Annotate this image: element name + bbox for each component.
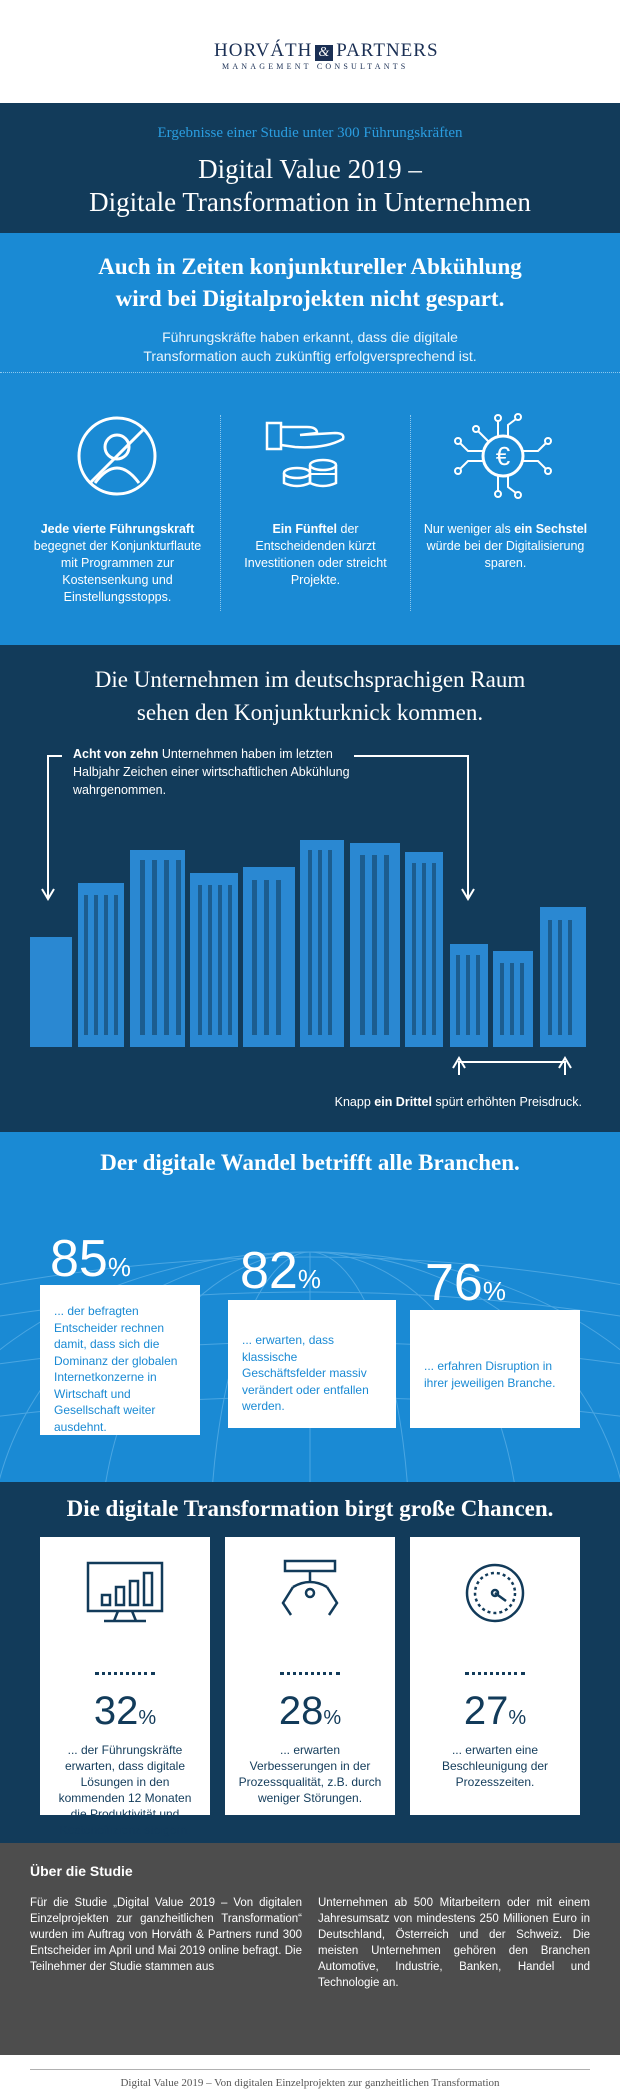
section1-divider bbox=[0, 372, 620, 373]
card-dots-divider bbox=[280, 1672, 340, 1675]
section1-heading-line-2: wird bei Digitalprojekten nicht gespart. bbox=[115, 286, 505, 311]
hand-coins-icon bbox=[265, 421, 345, 488]
stat-85-value: 85% bbox=[50, 1232, 131, 1294]
stat-unit: % bbox=[107, 1252, 131, 1282]
insight-prefix: Nur weniger als bbox=[423, 522, 515, 536]
price-pressure-note: Knapp ein Drittel spürt erhöhten Preisdr… bbox=[322, 1095, 582, 1109]
section1-lead: Führungskräfte haben erkannt, dass die d… bbox=[0, 328, 620, 366]
insight-text: Nur weniger als ein Sechstel würde bei d… bbox=[418, 521, 593, 572]
note-bold: Acht von zehn bbox=[73, 747, 159, 761]
skyline-illustration bbox=[30, 755, 586, 1075]
euro-circuit-icon: € bbox=[454, 413, 552, 499]
insight-body: würde bei der Digitalisierung sparen. bbox=[426, 539, 585, 570]
column-separator bbox=[220, 415, 221, 611]
stat-unit: % bbox=[297, 1264, 321, 1294]
about-column-1: Für die Studie „Digital Value 2019 – Von… bbox=[30, 1897, 302, 1973]
stat-card: ... der befragten Entscheider rechnen da… bbox=[40, 1285, 200, 1435]
stat-card: ... erwarten, dass klassische Geschäftsf… bbox=[228, 1300, 396, 1428]
about-study: Über die Studie Für die Studie „Digital … bbox=[0, 1843, 620, 2055]
downturn-note: Acht von zehn Unternehmen haben im letzt… bbox=[73, 745, 373, 799]
robot-gripper-icon bbox=[281, 1559, 339, 1616]
stat-unit: % bbox=[482, 1276, 506, 1306]
section1-heading-line-1: Auch in Zeiten konjunktureller Abkühlung bbox=[98, 254, 522, 279]
opportunity-card: 32% ... der Führungskräfte erwarten, das… bbox=[40, 1537, 210, 1837]
speedometer-icon bbox=[465, 1563, 525, 1623]
card-dots-divider bbox=[465, 1672, 525, 1675]
section2-heading-line-1: Die Unternehmen im deutschsprachigen Rau… bbox=[94, 667, 526, 692]
section-cost-savings: Auch in Zeiten konjunktureller Abkühlung… bbox=[0, 233, 620, 645]
about-heading: Über die Studie bbox=[30, 1863, 133, 1879]
section1-lead-line-1: Führungskräfte haben erkannt, dass die d… bbox=[162, 329, 458, 345]
stat-number: 27 bbox=[463, 1689, 509, 1733]
insight-bold: Ein Fünftel bbox=[272, 522, 338, 536]
company-logo: HORVÁTH & PARTNERS bbox=[214, 40, 439, 62]
opportunity-value: 32% bbox=[40, 1689, 210, 1740]
section-economic-downturn: Die Unternehmen im deutschsprachigen Rau… bbox=[0, 645, 620, 1132]
page-title: Digital Value 2019 – Digitale Transforma… bbox=[0, 153, 620, 219]
insight-text: Jede vierte Führungskraft begegnet der K… bbox=[30, 521, 205, 606]
title-line-2: Digitale Transformation in Unternehmen bbox=[89, 187, 531, 217]
note-body: Unternehmen haben im letzten Halbjahr Ze… bbox=[73, 747, 350, 797]
logo-text-right: PARTNERS bbox=[336, 40, 439, 61]
bracket-arrows-icon bbox=[452, 1056, 572, 1075]
hero-kicker: Ergebnisse einer Studie unter 300 Führun… bbox=[157, 125, 463, 141]
logo-text-left: HORVÁTH bbox=[214, 40, 313, 61]
insight-bold: Jede vierte Führungskraft bbox=[40, 522, 195, 536]
footer: Digital Value 2019 – Von digitalen Einze… bbox=[0, 2055, 620, 2100]
opportunity-text: ... erwarten Verbesserungen in der Proze… bbox=[238, 1743, 382, 1805]
opportunity-text: ... der Führungskräfte erwarten, dass di… bbox=[58, 1743, 192, 1837]
stat-number: 28 bbox=[278, 1689, 324, 1733]
stat-unit: % bbox=[323, 1707, 342, 1729]
stat-76-value: 76% bbox=[425, 1256, 506, 1318]
section1-heading: Auch in Zeiten konjunktureller Abkühlung… bbox=[0, 251, 620, 315]
section4-heading: Die digitale Transformation birgt große … bbox=[66, 1496, 554, 1521]
opportunity-value: 28% bbox=[225, 1689, 395, 1740]
svg-text:€: € bbox=[496, 441, 511, 471]
insight-body: der Entscheidenden kürzt Investitionen o… bbox=[244, 522, 387, 587]
stat-unit: % bbox=[138, 1707, 157, 1729]
opportunity-text: ... erwarten eine Beschleunigung der Pro… bbox=[441, 1743, 549, 1789]
insight-body: begegnet der Konjunkturflaute mit Progra… bbox=[33, 539, 202, 604]
section2-heading: Die Unternehmen im deutschsprachigen Rau… bbox=[0, 663, 620, 729]
note2-prefix: Knapp bbox=[334, 1095, 375, 1109]
section2-heading-line-2: sehen den Konjunkturknick kommen. bbox=[136, 700, 484, 725]
title-line-1: Digital Value 2019 – bbox=[198, 154, 422, 184]
logo-subtitle: MANAGEMENT CONSULTANTS bbox=[222, 62, 409, 71]
stat-number: 76 bbox=[425, 1254, 483, 1312]
stat-unit: % bbox=[508, 1707, 527, 1729]
stat-card: ... erfahren Disruption in ihrer jeweili… bbox=[410, 1310, 580, 1428]
logo-ampersand: & bbox=[315, 45, 334, 61]
monitor-chart-icon bbox=[86, 1561, 164, 1623]
note2-bold: ein Drittel bbox=[374, 1095, 432, 1109]
footer-text: Digital Value 2019 – Von digitalen Einze… bbox=[120, 2077, 500, 2089]
section3-heading: Der digitale Wandel betrifft alle Branch… bbox=[100, 1150, 520, 1175]
insight-bold: ein Sechstel bbox=[514, 522, 588, 536]
section-industries: Der digitale Wandel betrifft alle Branch… bbox=[0, 1132, 620, 1482]
opportunity-value: 27% bbox=[410, 1689, 580, 1740]
section1-lead-line-2: Transformation auch zukünftig erfolgvers… bbox=[143, 348, 477, 364]
arrow-right-icon bbox=[354, 755, 475, 901]
note2-body: spürt erhöhten Preisdruck. bbox=[431, 1095, 582, 1109]
card-dots-divider bbox=[95, 1672, 155, 1675]
logo-header: HORVÁTH & PARTNERS MANAGEMENT CONSULTANTS bbox=[0, 0, 620, 103]
stat-number: 32 bbox=[93, 1689, 139, 1733]
stat-number: 85 bbox=[50, 1230, 108, 1288]
opportunity-card: 28% ... erwarten Verbesserungen in der P… bbox=[225, 1537, 395, 1815]
section-opportunities: Die digitale Transformation birgt große … bbox=[0, 1482, 620, 1843]
opportunity-card: 27% ... erwarten eine Beschleunigung der… bbox=[410, 1537, 580, 1815]
about-column-2: Unternehmen ab 500 Mitarbeitern oder mit… bbox=[318, 1897, 590, 1989]
footer-divider bbox=[30, 2069, 590, 2070]
column-separator bbox=[410, 415, 411, 611]
stat-82-value: 82% bbox=[240, 1244, 321, 1306]
stat-number: 82 bbox=[240, 1242, 298, 1300]
arrow-left-icon bbox=[41, 755, 62, 901]
no-person-icon bbox=[77, 416, 157, 496]
insight-text: Ein Fünftel der Entscheidenden kürzt Inv… bbox=[228, 521, 403, 589]
hero-banner: Ergebnisse einer Studie unter 300 Führun… bbox=[0, 103, 620, 233]
